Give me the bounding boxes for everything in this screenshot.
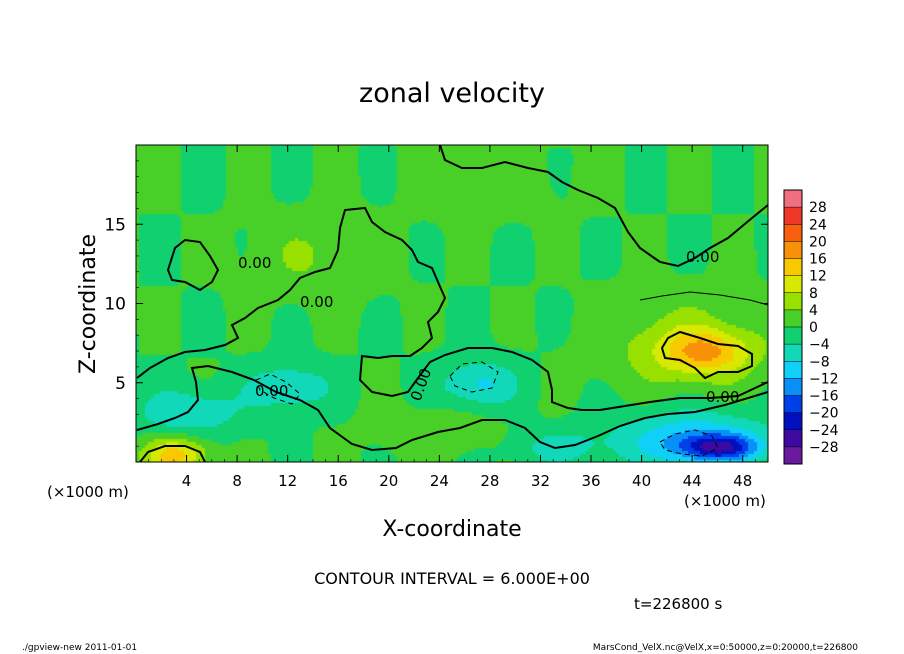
contour-label: 0.00 — [706, 388, 739, 406]
contour-zero-left — [136, 206, 769, 411]
contour-zero-island — [166, 238, 220, 292]
colorbar-swatch — [784, 378, 802, 396]
contour-pos-thin — [639, 291, 769, 306]
contour-pos-blob — [660, 330, 753, 380]
contour-label: 0.00 — [255, 382, 288, 400]
y-tick-label: 10 — [104, 295, 126, 315]
x-axis-label: X-coordinate — [382, 517, 521, 542]
footer-left: ./gpview-new 2011-01-01 — [22, 643, 137, 653]
contour-zero-lower — [136, 364, 769, 452]
colorbar-label: 12 — [809, 269, 827, 285]
colorbar-swatch — [784, 292, 802, 311]
y-tick-label: 15 — [104, 215, 126, 235]
contour-label-group: 0.00 0.00 0.00 0.00 0.00 0.00 — [238, 248, 739, 406]
x-tick-label: 36 — [581, 472, 600, 490]
y-tick-label: 5 — [115, 374, 126, 394]
colorbar-label: −20 — [809, 406, 839, 422]
colorbar-swatch — [784, 224, 802, 242]
colorbar-swatch — [784, 275, 802, 294]
colorbar-label: 24 — [809, 217, 827, 233]
contour-neg-dashed — [659, 429, 719, 457]
colorbar-label: −16 — [809, 389, 839, 405]
contour-lines — [136, 144, 769, 463]
x-tick-label: 20 — [379, 472, 398, 490]
colorbar-label: 0 — [809, 320, 818, 336]
colorbar-swatch — [784, 395, 802, 414]
x-tick-label: 24 — [430, 472, 449, 490]
colorbar-label: 20 — [809, 234, 827, 250]
colorbar-label: −24 — [809, 423, 839, 439]
contour-neg-dashed-2 — [255, 373, 301, 405]
colorbar-swatch — [784, 361, 802, 379]
colorbar-swatch — [784, 309, 802, 328]
colorbar-swatch — [784, 429, 802, 448]
heatmap-field — [136, 145, 768, 462]
contour-label: 0.00 — [300, 293, 333, 311]
x-tick-label: 40 — [632, 472, 651, 490]
colorbar-swatch — [784, 327, 802, 345]
x-tick-label: 32 — [531, 472, 550, 490]
colorbar-label: −12 — [809, 371, 839, 387]
x-unit-left: (×1000 m) — [47, 483, 129, 501]
time-label: t=226800 s — [634, 595, 722, 613]
x-tick-label: 12 — [278, 472, 297, 490]
contour-label: 0.00 — [686, 248, 719, 266]
y-axis-ticks: 5 10 15 — [104, 144, 768, 463]
colorbar-swatch — [784, 190, 802, 208]
colorbar-label: 28 — [809, 200, 827, 216]
x-tick-label: 28 — [480, 472, 499, 490]
contour-zero-upper — [439, 144, 769, 268]
contour-hot-corner — [139, 445, 206, 463]
colorbar-swatch — [784, 446, 802, 465]
x-axis-ticks: 4 8 12 16 20 24 28 32 36 40 44 48 — [135, 145, 769, 490]
chart-title: zonal velocity — [359, 78, 545, 109]
x-tick-label: 44 — [683, 472, 702, 490]
colorbar-label: −4 — [809, 337, 830, 353]
colorbar-label: 4 — [809, 303, 818, 319]
footer-right: MarsCond_VelX.nc@VelX,x=0:50000,z=0:2000… — [593, 643, 858, 653]
contour-label: 0.00 — [238, 254, 271, 272]
x-tick-label: 48 — [733, 472, 752, 490]
contour-neg-dashed-3 — [449, 361, 499, 393]
x-tick-label: 16 — [329, 472, 348, 490]
colorbar-label: −8 — [809, 354, 830, 370]
plot-area: 0.00 0.00 0.00 0.00 0.00 0.00 — [135, 144, 769, 463]
colorbar-swatch — [784, 258, 802, 277]
x-tick-label: 4 — [182, 472, 192, 490]
contour-interval-note: CONTOUR INTERVAL = 6.000E+00 — [314, 569, 590, 588]
y-axis-label: Z-coordinate — [76, 234, 101, 374]
x-tick-label: 8 — [232, 472, 242, 490]
colorbar-label: 16 — [809, 252, 827, 268]
colorbar-label: 8 — [809, 286, 818, 302]
colorbar-swatch — [784, 207, 802, 225]
colorbar-label: −28 — [809, 440, 839, 456]
colorbar-swatch — [784, 344, 802, 362]
colorbar-swatch — [784, 241, 802, 259]
colorbar-swatch — [784, 412, 802, 431]
x-unit-right: (×1000 m) — [684, 492, 766, 510]
